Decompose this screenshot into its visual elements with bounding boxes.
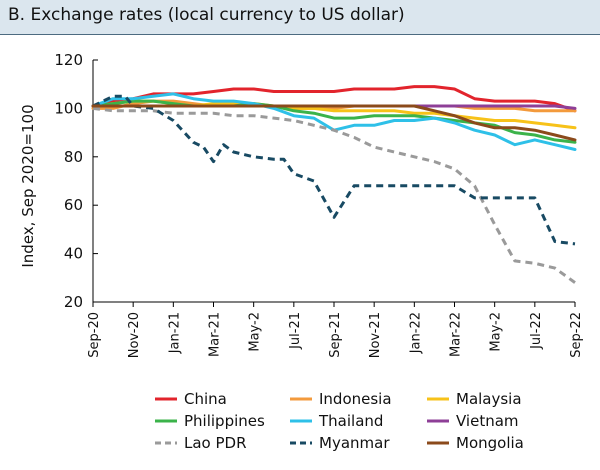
tick-labels: 20 40 60 80 100 120 Sep-20 Nov-20 Jan-21 Mar-21 Ma… — [19, 51, 584, 358]
series-line-mongolia — [91, 104, 577, 142]
legend-label-myanmar: Myanmar — [319, 434, 390, 452]
series-line-lao-pdr — [92, 106, 576, 284]
y-tick-label: 80 — [64, 148, 83, 166]
x-tick-label: Sep-22 — [569, 312, 584, 358]
legend-label-vietnam: Vietnam — [456, 412, 519, 430]
x-tick-label: Sep-20 — [87, 312, 102, 358]
series-lines — [91, 85, 577, 284]
x-tick-label: Jul-22 — [529, 312, 544, 350]
x-tick-label: Sep-21 — [328, 312, 343, 358]
legend-label-lao-pdr: Lao PDR — [184, 434, 247, 452]
axes — [92, 59, 576, 307]
legend-label-china: China — [184, 390, 227, 408]
x-tick-label: Mar-22 — [449, 312, 464, 357]
x-tick-label: Nov-21 — [368, 312, 383, 358]
legend-label-thailand: Thailand — [318, 412, 383, 430]
legend-label-malaysia: Malaysia — [456, 390, 522, 408]
title-divider — [0, 34, 600, 35]
x-tick-label: May-2 — [248, 312, 263, 352]
y-tick-label: 100 — [54, 99, 83, 117]
x-tick-label: Nov-20 — [127, 312, 142, 358]
series-line-myanmar — [92, 94, 576, 246]
series-line-indonesia — [91, 99, 577, 113]
x-tick-label: Mar-21 — [208, 312, 223, 357]
legend: China Indonesia Malaysia Philippines Thailan… — [155, 390, 524, 452]
y-tick-label: 40 — [64, 245, 83, 263]
x-tick-label: Jan-21 — [167, 312, 182, 354]
y-axis-label: Index, Sep 2020=100 — [19, 104, 37, 267]
x-tick-label: Jan-22 — [408, 312, 423, 354]
title-band — [0, 0, 600, 34]
legend-label-mongolia: Mongolia — [456, 434, 524, 452]
legend-label-philippines: Philippines — [184, 412, 265, 430]
x-tick-label: May-2 — [489, 312, 504, 352]
y-tick-label: 120 — [54, 51, 83, 69]
legend-label-indonesia: Indonesia — [319, 390, 392, 408]
x-tick-label: Jul-21 — [288, 312, 303, 350]
series-line-philippines — [91, 99, 577, 144]
chart-title: B. Exchange rates (local currency to US … — [8, 5, 405, 25]
y-tick-label: 20 — [64, 293, 83, 311]
y-tick-label: 60 — [64, 196, 83, 214]
